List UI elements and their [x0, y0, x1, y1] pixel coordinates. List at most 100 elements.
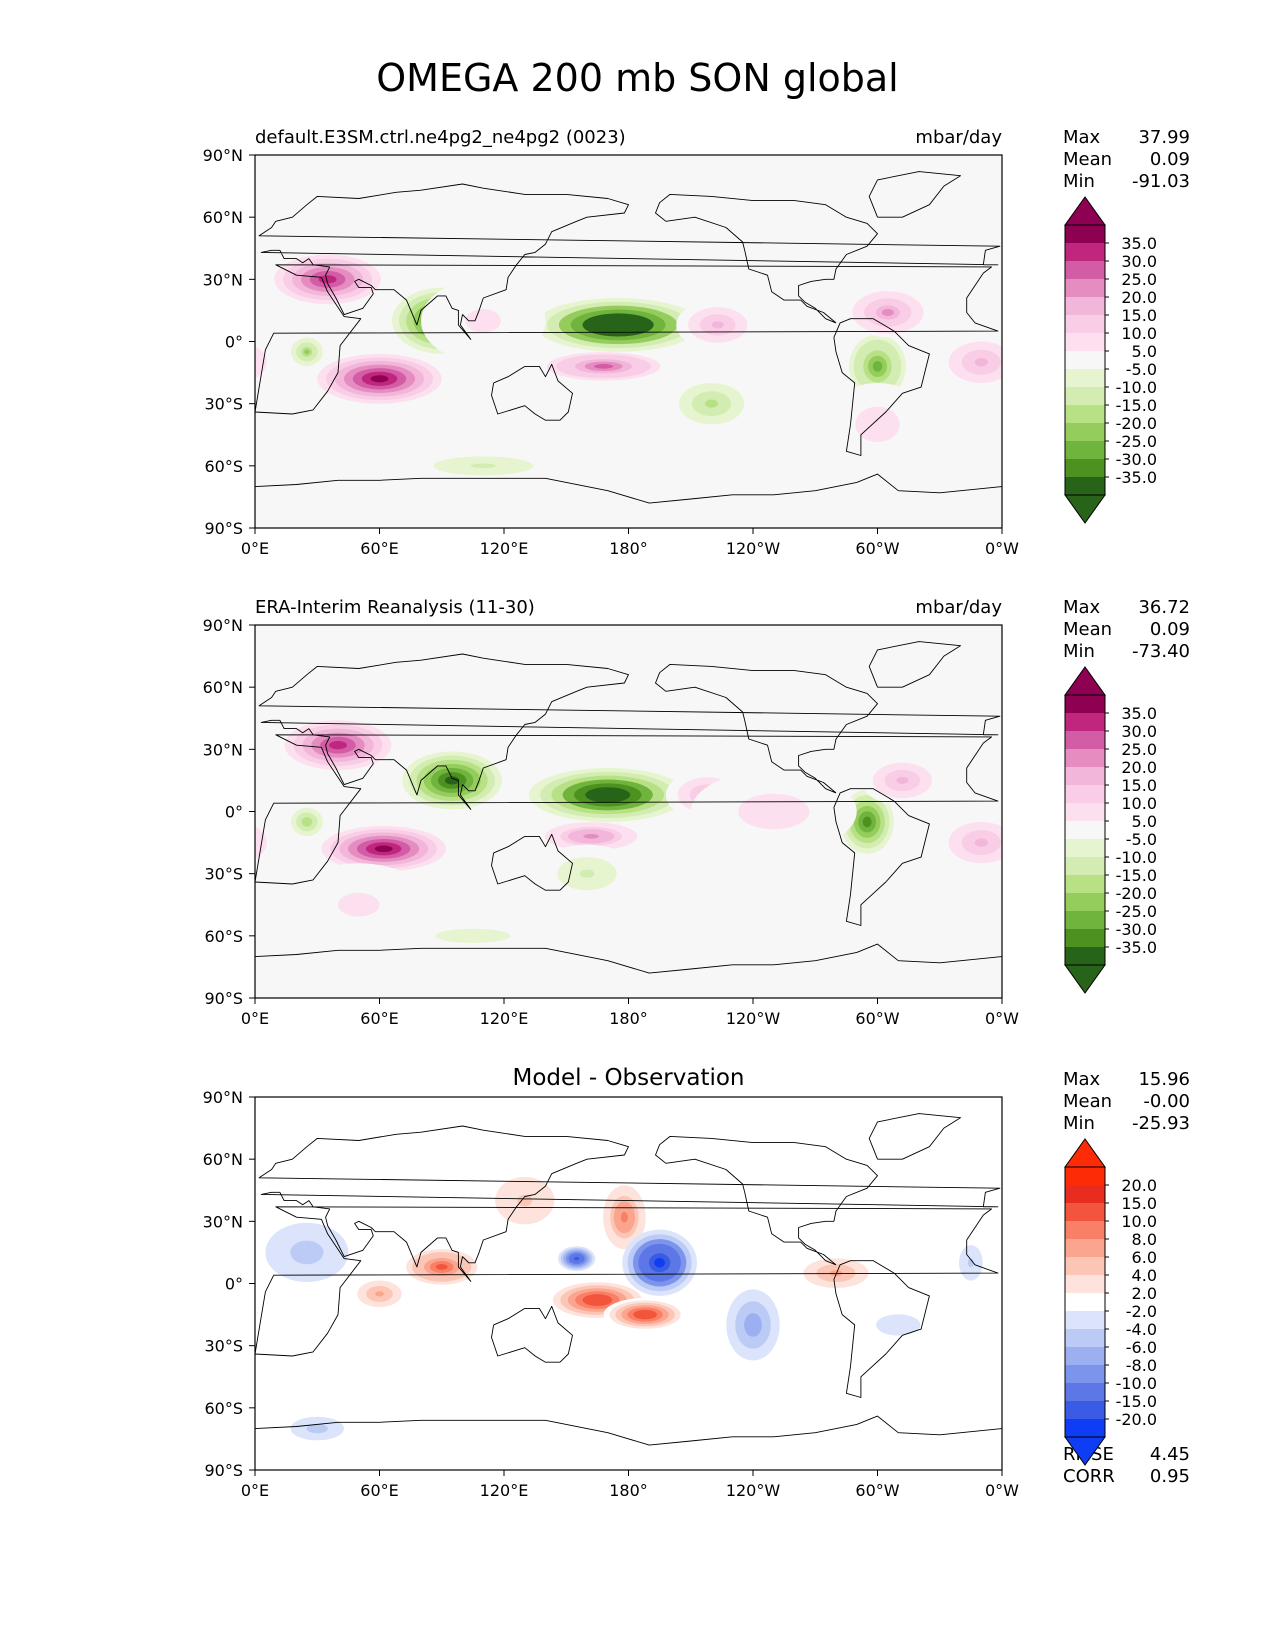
colorbar-segment: [1065, 333, 1105, 352]
x-tick-label: 0°E: [241, 539, 269, 558]
field-anomaly-4: [599, 1179, 650, 1255]
coastline: [833, 1260, 930, 1398]
stat-label: Min: [1063, 641, 1095, 662]
x-tick-label: 60°W: [855, 539, 899, 558]
colorbar-tick-label: 25.0: [1121, 740, 1157, 759]
colorbar-segment: [1065, 441, 1105, 460]
contour-band: [573, 1256, 580, 1261]
colorbar-tick-label: -2.0: [1126, 1302, 1157, 1321]
stat-label: Max: [1063, 127, 1101, 148]
contour-band: [589, 1297, 605, 1304]
field-anomaly-10: [255, 813, 1002, 872]
colorbar-tick-label: 30.0: [1121, 722, 1157, 741]
colorbar-tick-label: 4.0: [1132, 1266, 1157, 1285]
contour-band: [896, 776, 909, 784]
colorbar-tick-label: 20.0: [1121, 288, 1157, 307]
contour-band: [370, 375, 389, 383]
panel-title: Model - Observation: [512, 1065, 744, 1091]
colorbar-tick-label: 20.0: [1121, 1176, 1157, 1195]
contour-band: [761, 805, 786, 818]
coastlines: [255, 171, 1002, 504]
colorbar-tick-label: 2.0: [1132, 1284, 1157, 1303]
y-tick-label: 30°N: [203, 1212, 243, 1231]
stat-value: 37.99: [1138, 127, 1190, 148]
contour-band: [445, 776, 460, 785]
coastline: [868, 171, 961, 218]
colorbar: 35.030.025.020.015.010.05.0-5.0-10.0-15.…: [1064, 666, 1157, 994]
contour-band: [639, 1312, 652, 1317]
colorbar-tick-label: 6.0: [1132, 1248, 1157, 1267]
field-layer: [255, 250, 1002, 483]
colorbar-segment: [1065, 1401, 1105, 1420]
field-anomaly-3: [537, 819, 646, 853]
field-anomaly-14: [825, 382, 930, 466]
field-anomaly-1: [275, 716, 401, 775]
colorbar-segment: [1065, 243, 1105, 262]
x-tick-label: 0°E: [241, 1481, 269, 1500]
y-tick-label: 90°S: [204, 989, 243, 1008]
stat-value: 0.95: [1150, 1466, 1190, 1487]
x-tick-label: 60°E: [360, 539, 398, 558]
contour-band: [374, 845, 393, 853]
coastline: [258, 1125, 1001, 1282]
field-anomaly-11: [535, 844, 639, 903]
colorbar-tick-label: -5.0: [1126, 830, 1157, 849]
coastline: [258, 183, 1001, 340]
x-tick-label: 0°E: [241, 1009, 269, 1028]
colorbar-tick-label: -15.0: [1116, 396, 1157, 415]
stat-value: -25.93: [1132, 1113, 1190, 1134]
y-tick-label: 0°: [225, 803, 243, 822]
colorbar-tick-label: -30.0: [1116, 450, 1157, 469]
colorbar-tick-label: -20.0: [1116, 1410, 1157, 1429]
colorbar-tick-label: 35.0: [1121, 234, 1157, 253]
colorbar-frame: [1064, 224, 1106, 496]
y-tick-label: 60°N: [203, 208, 243, 227]
colorbar-segment: [1065, 1347, 1105, 1366]
x-tick-label: 180°: [609, 1009, 648, 1028]
stat-value: 4.45: [1150, 1444, 1190, 1465]
colorbar-segment: [1065, 459, 1105, 478]
contour-band: [995, 1233, 1002, 1272]
colorbar-tick-label: -20.0: [1116, 414, 1157, 433]
coastline: [833, 318, 930, 456]
coastline: [491, 363, 573, 421]
contour-band: [255, 832, 261, 853]
colorbar-segment: [1065, 731, 1105, 750]
colorbar-segment: [1065, 911, 1105, 930]
field-anomaly-4: [402, 751, 502, 810]
y-tick-label: 30°N: [203, 270, 243, 289]
contour-band: [704, 399, 719, 408]
y-tick-label: 0°: [225, 333, 243, 352]
colorbar-segment: [1065, 947, 1105, 966]
colorbar-tick-label: -6.0: [1126, 1338, 1157, 1357]
stat-value: 0.09: [1150, 619, 1190, 640]
colorbar-segment: [1065, 821, 1105, 840]
contour-band: [311, 1426, 323, 1431]
colorbar-extend-max: [1064, 1138, 1106, 1168]
colorbar-tick-label: 5.0: [1132, 342, 1157, 361]
contour-band: [583, 833, 599, 839]
colorbar-tick-label: -30.0: [1116, 920, 1157, 939]
colorbar-tick-label: -35.0: [1116, 468, 1157, 487]
colorbar-segment: [1065, 477, 1105, 496]
y-tick-label: 90°S: [204, 1461, 243, 1480]
panel-units: mbar/day: [915, 597, 1002, 618]
y-tick-label: 30°S: [204, 395, 243, 414]
colorbar-extend-min: [1064, 964, 1106, 994]
panel-1: 0°E 60°E 120°E 180° 120°W 60°W 0°W 90°N 60°N 30°N…: [203, 127, 1190, 558]
field-anomaly-5: [528, 767, 687, 822]
colorbar-segment: [1065, 803, 1105, 822]
stat-value: 0.09: [1150, 149, 1190, 170]
stat-value: -73.40: [1132, 641, 1190, 662]
colorbar-tick-label: -10.0: [1116, 1374, 1157, 1393]
field-anomaly-12: [396, 449, 571, 483]
x-tick-label: 120°E: [480, 539, 529, 558]
y-tick-label: 30°S: [204, 865, 243, 884]
colorbar-segment: [1065, 405, 1105, 424]
colorbar-tick-label: -10.0: [1116, 848, 1157, 867]
colorbar-segment: [1065, 929, 1105, 948]
colorbar-segment: [1065, 1239, 1105, 1258]
panel-3: 0°E 60°E 120°E 180° 120°W 60°W 0°W 90°N 60°N 30°N…: [203, 1065, 1190, 1500]
colorbar-frame: [1064, 694, 1106, 966]
